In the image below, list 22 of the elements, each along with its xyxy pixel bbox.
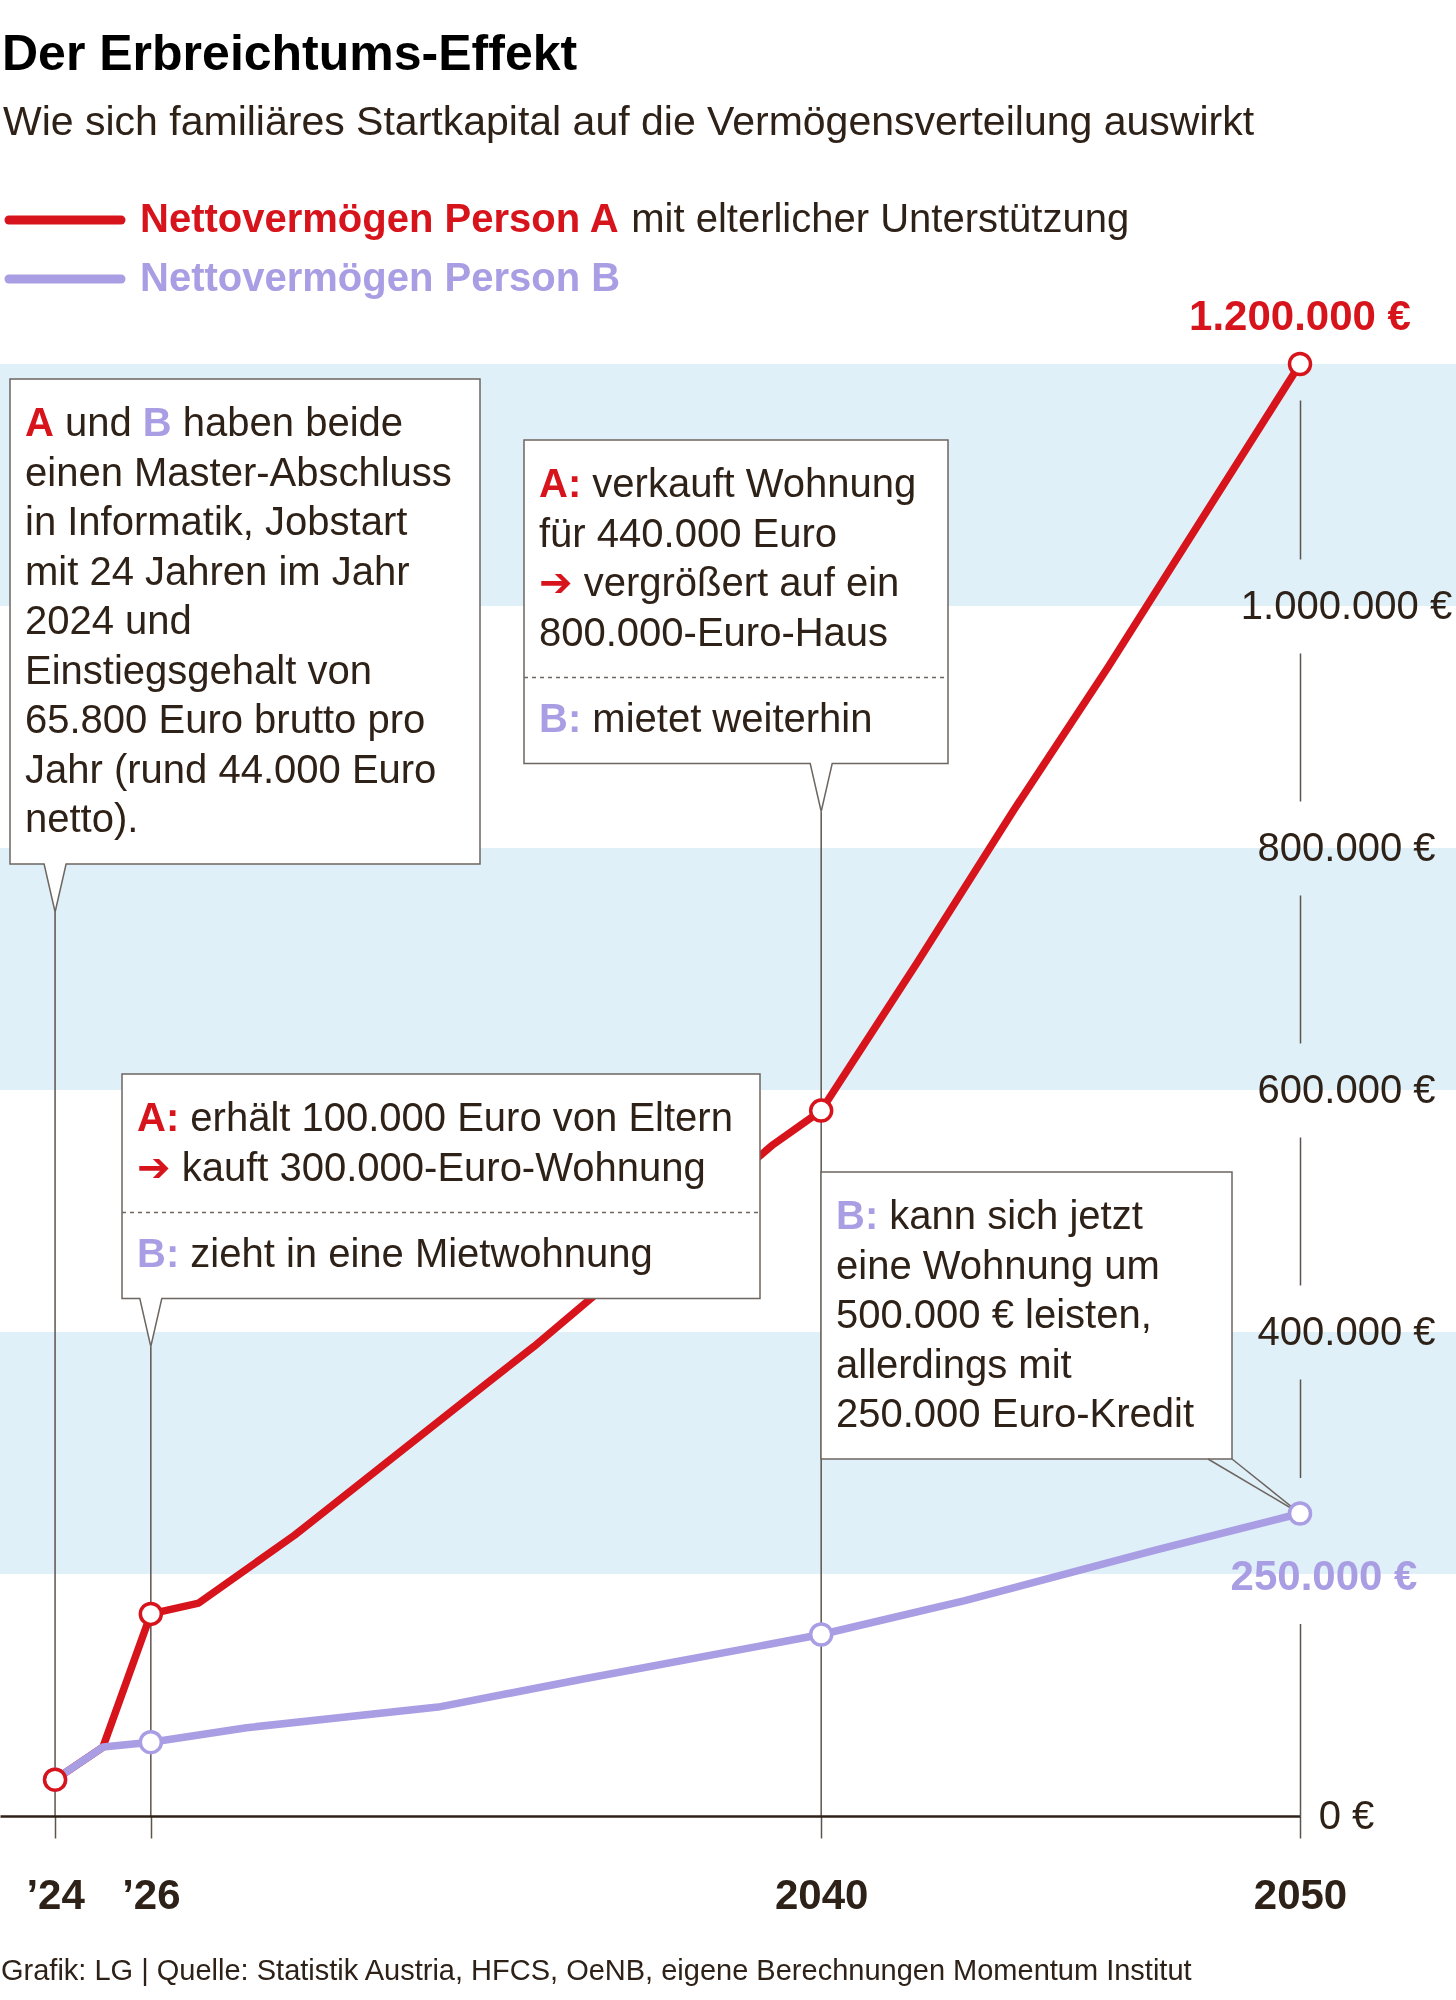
chart-subtitle: Wie sich familiäres Startkapital auf die Vermögensverteilung auswirkt (3, 98, 1255, 144)
chart-title: Der Erbreichtums-Effekt (2, 25, 578, 81)
y-tick-label: 800.000 € (1257, 824, 1436, 869)
y-tick-label: 0 € (1318, 1792, 1375, 1837)
y-tick-label: 400.000 € (1257, 1308, 1436, 1353)
y-tick-label: 600.000 € (1257, 1066, 1436, 1111)
annotation: A: verkauft Wohnung für 440.000 Euro ➔ vergrößert auf ein 800.000-Euro-Haus (539, 461, 917, 654)
annotation: B: zieht in eine Mietwohnung (137, 1230, 653, 1275)
data-label: 250.000 € (1230, 1551, 1418, 1599)
legend-label: Nettovermögen Person A mit elterlicher Unterstützung (140, 196, 1130, 240)
data-label: 1.200.000 € (1189, 292, 1411, 339)
x-tick-label: 2050 (1253, 1870, 1348, 1918)
annotation: B: mietet weiterhin (539, 695, 873, 740)
annotation: A: erhält 100.000 Euro von Eltern ➔ kauft 300.000-Euro-Wohnung (137, 1095, 733, 1189)
x-tick-label: ’24 (26, 1870, 86, 1918)
annotation: B: kann sich jetzt eine Wohnung um 500.000 € leisten, allerdings mit 250.000 Euro-Kredit (836, 1193, 1195, 1435)
text: Grafik: LG | Quelle: Statistik Austria, HFCS, OeNB, eigene Berechnungen Momentum Institut (1, 1954, 1192, 1986)
x-tick-label: 2040 (774, 1870, 869, 1918)
x-tick-label: ’26 (122, 1870, 181, 1918)
legend-label: Nettovermögen Person B (140, 255, 621, 299)
text: A und B haben beide einen Master-Abschluss in Informatik, Jobstart mit 24 Jahren im Jahr 2024 und Einstiegsgehalt von 65.800 Euro brutto pro Jahr (rund 44.000 Euro netto). (25, 400, 452, 840)
y-tick-label: 1.000.000 € (1240, 582, 1453, 627)
